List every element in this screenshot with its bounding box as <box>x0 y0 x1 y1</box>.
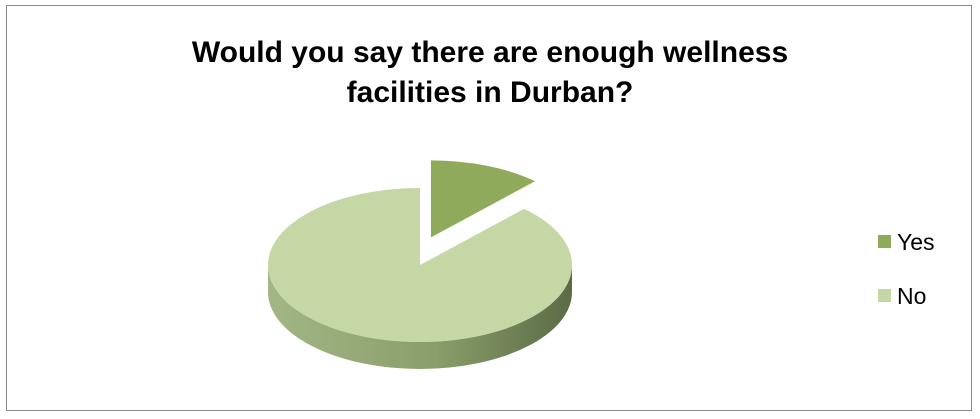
pie-slice-yes <box>430 160 535 238</box>
chart-title-line-2: facilities in Durban? <box>346 76 634 109</box>
pie-slice-yes-top <box>430 160 535 238</box>
legend-label-yes: Yes <box>897 229 935 255</box>
pie-slice-no <box>268 188 572 369</box>
legend-label-no: No <box>897 283 927 309</box>
pie-slice-no-top <box>268 188 572 342</box>
chart-title: Would you say there are enough wellness … <box>0 33 980 113</box>
pie-slice-no-side <box>268 265 572 369</box>
chart-title-line-1: Would you say there are enough wellness <box>191 36 789 69</box>
legend-swatch-yes <box>878 235 891 248</box>
legend-swatch-no <box>878 289 891 302</box>
